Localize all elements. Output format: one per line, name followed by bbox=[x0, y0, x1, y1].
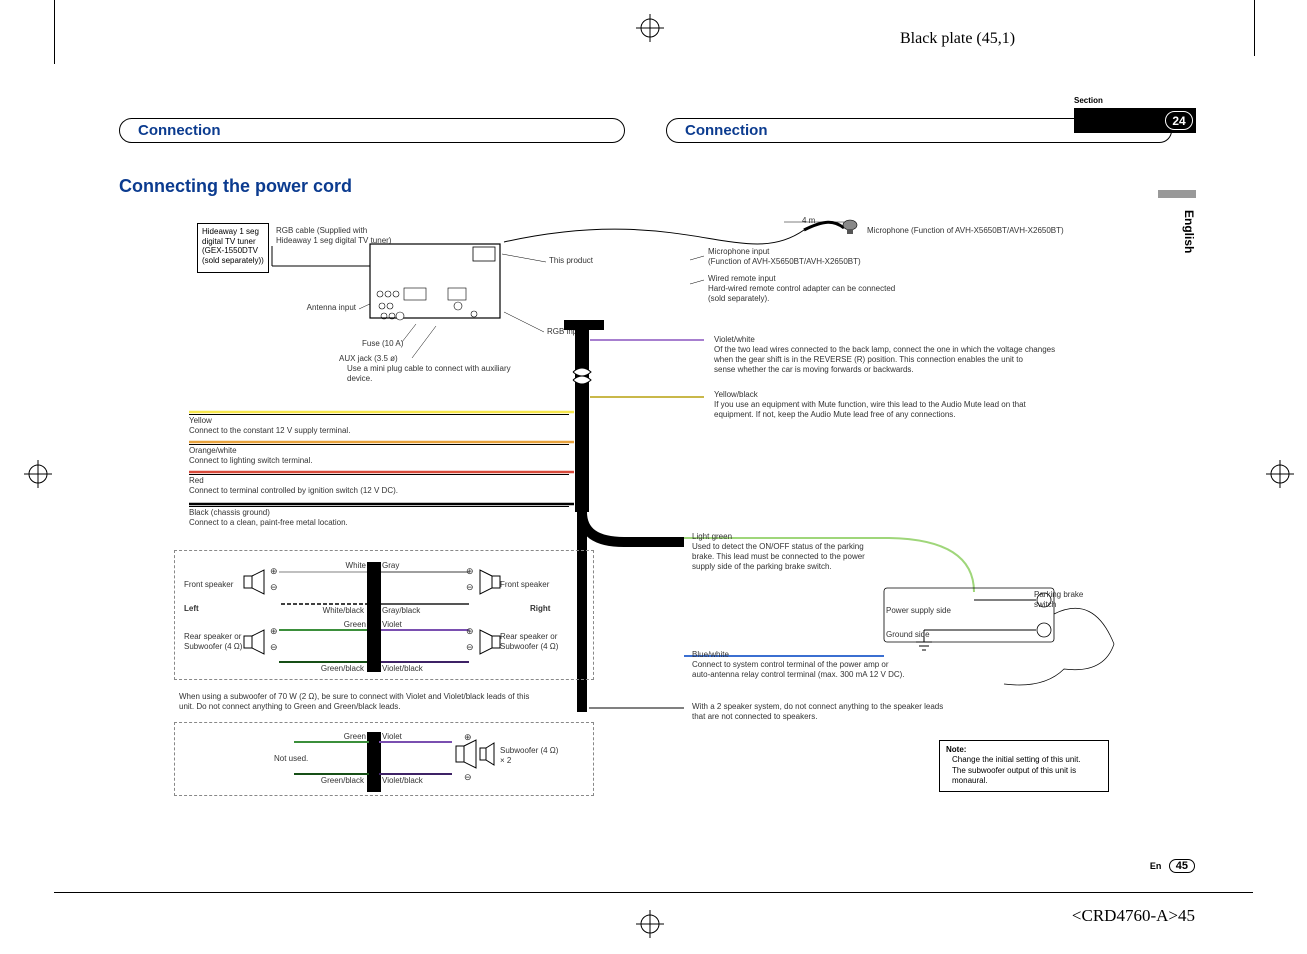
orange-white-block: Orange/white Connect to lighting switch … bbox=[189, 444, 569, 466]
red-block: Red Connect to terminal controlled by ig… bbox=[189, 474, 569, 496]
violet-white-block: Violet/white Of the two lead wires conne… bbox=[714, 335, 1055, 375]
footer-lang: En bbox=[1150, 861, 1162, 871]
section-band: 24 bbox=[1074, 108, 1196, 133]
black-block: Black (chassis ground) Connect to a clea… bbox=[189, 506, 569, 528]
page-heading: Connecting the power cord bbox=[119, 176, 352, 197]
footer-rule bbox=[54, 892, 1253, 893]
power-supply-side-label: Power supply side bbox=[886, 606, 951, 616]
green-black-label-2: Green/black bbox=[310, 776, 364, 786]
crop-mark-left bbox=[24, 460, 52, 488]
trim-rule-right bbox=[1254, 0, 1255, 56]
sub2-label: Subwoofer (4 Ω) × 2 bbox=[500, 746, 560, 766]
note-heading: Note: bbox=[946, 745, 1102, 755]
rear-speaker-left-label: Rear speaker or Subwoofer (4 Ω) bbox=[184, 632, 244, 652]
black-plate-label: Black plate (45,1) bbox=[900, 30, 1015, 48]
sub-speaker-icon bbox=[454, 740, 498, 770]
yellow-black-block: Yellow/black If you use an equipment wit… bbox=[714, 390, 1026, 420]
two-speaker-note: With a 2 speaker system, do not connect … bbox=[692, 702, 943, 722]
sub-note: When using a subwoofer of 70 W (2 Ω), be… bbox=[179, 692, 599, 712]
green-label-2: Green bbox=[338, 732, 366, 742]
wiring-diagram: Hideaway 1 seg digital TV tuner (GEX-155… bbox=[184, 212, 1184, 832]
trim-rule-left bbox=[54, 0, 55, 64]
speaker-icon bbox=[470, 630, 502, 654]
green-label: Green bbox=[338, 620, 366, 630]
tab-connection-left: Connection bbox=[119, 118, 625, 143]
gray-label: Gray bbox=[382, 561, 399, 571]
white-black-label: White/black bbox=[312, 606, 364, 616]
blue-white-block: Blue/white Connect to system control ter… bbox=[692, 650, 905, 680]
speaker-icon bbox=[470, 570, 502, 594]
crop-mark-right bbox=[1266, 460, 1294, 488]
violet-label-2: Violet bbox=[382, 732, 402, 742]
yellow-block: Yellow Connect to the constant 12 V supp… bbox=[189, 414, 569, 436]
crop-mark-bottom bbox=[636, 910, 664, 938]
violet-black-label-2: Violet/black bbox=[382, 776, 423, 786]
violet-label: Violet bbox=[382, 620, 402, 630]
gray-black-label: Gray/black bbox=[382, 606, 420, 616]
light-green-block: Light green Used to detect the ON/OFF st… bbox=[692, 532, 865, 572]
rear-speaker-right-label: Rear speaker or Subwoofer (4 Ω) bbox=[500, 632, 564, 652]
crop-mark-top bbox=[636, 14, 664, 42]
ground-side-label: Ground side bbox=[886, 630, 930, 640]
left-label: Left bbox=[184, 604, 199, 614]
section-number: 24 bbox=[1165, 111, 1193, 130]
language-bar bbox=[1158, 190, 1196, 198]
section-label: Section bbox=[1074, 96, 1103, 105]
green-black-label: Green/black bbox=[310, 664, 364, 674]
right-label: Right bbox=[530, 604, 550, 614]
footer-page-number: 45 bbox=[1169, 859, 1195, 873]
parking-brake-label: Parking brake switch bbox=[1034, 590, 1094, 610]
front-speaker-left-label: Front speaker bbox=[184, 580, 233, 590]
language-tab: English bbox=[1182, 210, 1196, 253]
violet-black-label: Violet/black bbox=[382, 664, 423, 674]
white-label: White bbox=[342, 561, 366, 571]
note-box: Note: Change the initial setting of this… bbox=[939, 740, 1109, 792]
front-speaker-right-label: Front speaker bbox=[500, 580, 549, 590]
footer-code: <CRD4760-A>45 bbox=[1072, 906, 1195, 926]
not-used-label: Not used. bbox=[274, 754, 308, 764]
footer-page: En 45 bbox=[1150, 858, 1195, 873]
